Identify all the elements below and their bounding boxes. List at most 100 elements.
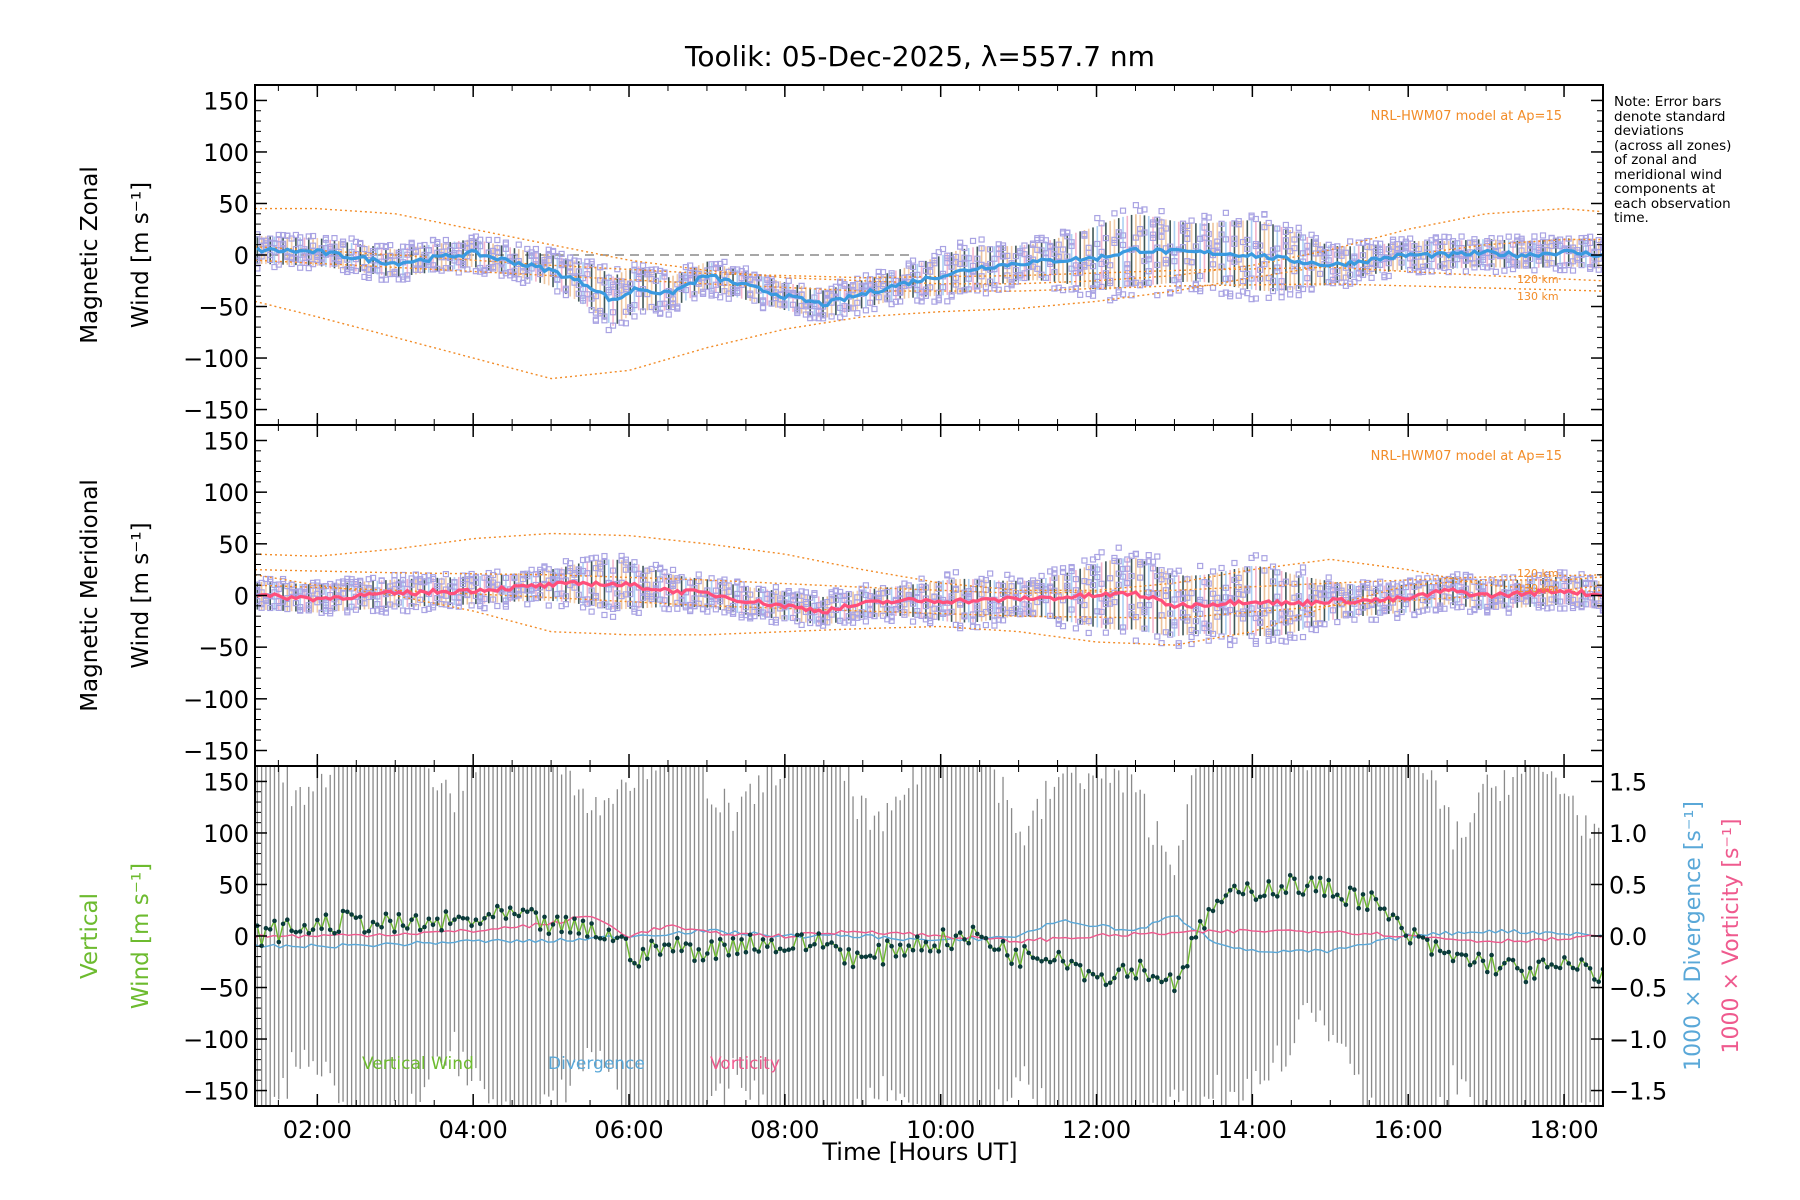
zone-point [399, 577, 407, 584]
zone-point [1115, 581, 1122, 588]
vertical-wind-point [670, 949, 676, 954]
zone-point [1317, 270, 1324, 277]
vertical-wind-point [1262, 893, 1267, 899]
zone-point [318, 259, 325, 266]
zone-point [639, 572, 647, 579]
vertical-wind-point [409, 917, 414, 922]
vertical-wind-point [786, 947, 791, 952]
zone-point [1454, 596, 1461, 603]
vertical-wind-point [975, 931, 980, 937]
vertical-y-axis-label-line2: Wind [m s⁻¹] [128, 863, 154, 1009]
zone-point [1578, 238, 1585, 245]
zone-point [622, 591, 629, 598]
zone-point [399, 243, 407, 250]
zone-point [635, 268, 642, 275]
vertical-wind-point [1163, 977, 1169, 983]
zone-point [807, 315, 814, 322]
zone-point [1274, 225, 1281, 232]
model-curve [255, 207, 1603, 285]
zone-point [1407, 235, 1414, 242]
zone-point [1419, 607, 1427, 614]
zone-point [511, 592, 518, 600]
vertical-wind-point [927, 948, 933, 954]
note-line: Note: Error bars [1614, 94, 1722, 110]
zone-point [1085, 291, 1092, 298]
zone-point [1222, 289, 1229, 296]
vertical-wind-point [1065, 966, 1070, 971]
zone-point [1094, 553, 1101, 561]
vertical-wind-point [336, 929, 342, 935]
zone-point [297, 604, 304, 611]
vertical-wind-point [345, 909, 350, 915]
zone-point [1424, 606, 1431, 613]
zone-point [554, 574, 561, 581]
vertical-wind-point [593, 935, 599, 940]
zone-point [982, 621, 989, 629]
zone-point [755, 585, 762, 592]
zone-point [408, 241, 415, 248]
zone-point [944, 255, 951, 262]
zone-point [661, 269, 668, 276]
zone-point [297, 607, 304, 614]
zone-point [502, 245, 509, 252]
zone-point [292, 255, 300, 262]
zone-point [991, 255, 998, 262]
zone-point [305, 265, 312, 272]
zone-point [1089, 581, 1097, 589]
zone-point [661, 273, 668, 280]
zone-point [1312, 589, 1319, 597]
zone-point [271, 240, 278, 247]
zone-point [1089, 286, 1097, 293]
zone-point [1535, 257, 1542, 264]
zone-point [558, 250, 565, 257]
vertical-wind-point [289, 928, 294, 933]
vertical-wind-point [653, 943, 659, 949]
zone-point [391, 270, 398, 278]
zone-point [584, 262, 591, 270]
vertical-wind-point [1039, 959, 1044, 964]
zone-point [1497, 242, 1504, 249]
zone-point [1261, 261, 1268, 268]
zone-point [442, 243, 450, 250]
zone-point [1415, 575, 1422, 582]
zone-point [622, 566, 629, 573]
zone-point [335, 598, 342, 606]
zone-point [429, 604, 437, 611]
vertical-wind-point [1442, 950, 1447, 956]
zone-point [901, 601, 908, 608]
vertical-wind-point [623, 936, 629, 942]
zone-point [948, 577, 955, 584]
zone-point [1428, 268, 1435, 275]
zone-point [888, 270, 895, 277]
zone-point [1051, 566, 1058, 573]
zone-point [1145, 558, 1152, 565]
zone-point [1595, 237, 1602, 244]
zone-point [1381, 591, 1388, 599]
vertical-wind-point [1069, 958, 1074, 964]
y-tick-label: 150 [203, 768, 249, 796]
zone-point [1085, 618, 1092, 625]
zone-point [1377, 578, 1384, 585]
zone-point [1308, 583, 1315, 590]
zone-point [1115, 558, 1122, 565]
vertical-wind-point [627, 957, 633, 963]
zone-point [1098, 220, 1105, 227]
zone-point [648, 565, 655, 573]
zone-point [635, 609, 642, 616]
zone-point [1269, 288, 1277, 295]
zone-point [631, 267, 638, 274]
vertical-wind-point [1377, 906, 1383, 912]
zone-point [1467, 239, 1474, 246]
zone-point [309, 232, 317, 240]
zone-point [1557, 266, 1564, 274]
zone-point [1137, 574, 1144, 581]
vertical-wind-point [675, 935, 680, 941]
zone-point [1518, 247, 1525, 254]
zone-point [862, 282, 869, 289]
zone-point [1072, 262, 1079, 269]
y-tick-label: −100 [183, 345, 249, 373]
zone-point [1197, 562, 1204, 570]
vertical-wind-point [1570, 965, 1576, 971]
y-tick-label: 150 [203, 428, 249, 456]
zone-point [592, 554, 599, 561]
